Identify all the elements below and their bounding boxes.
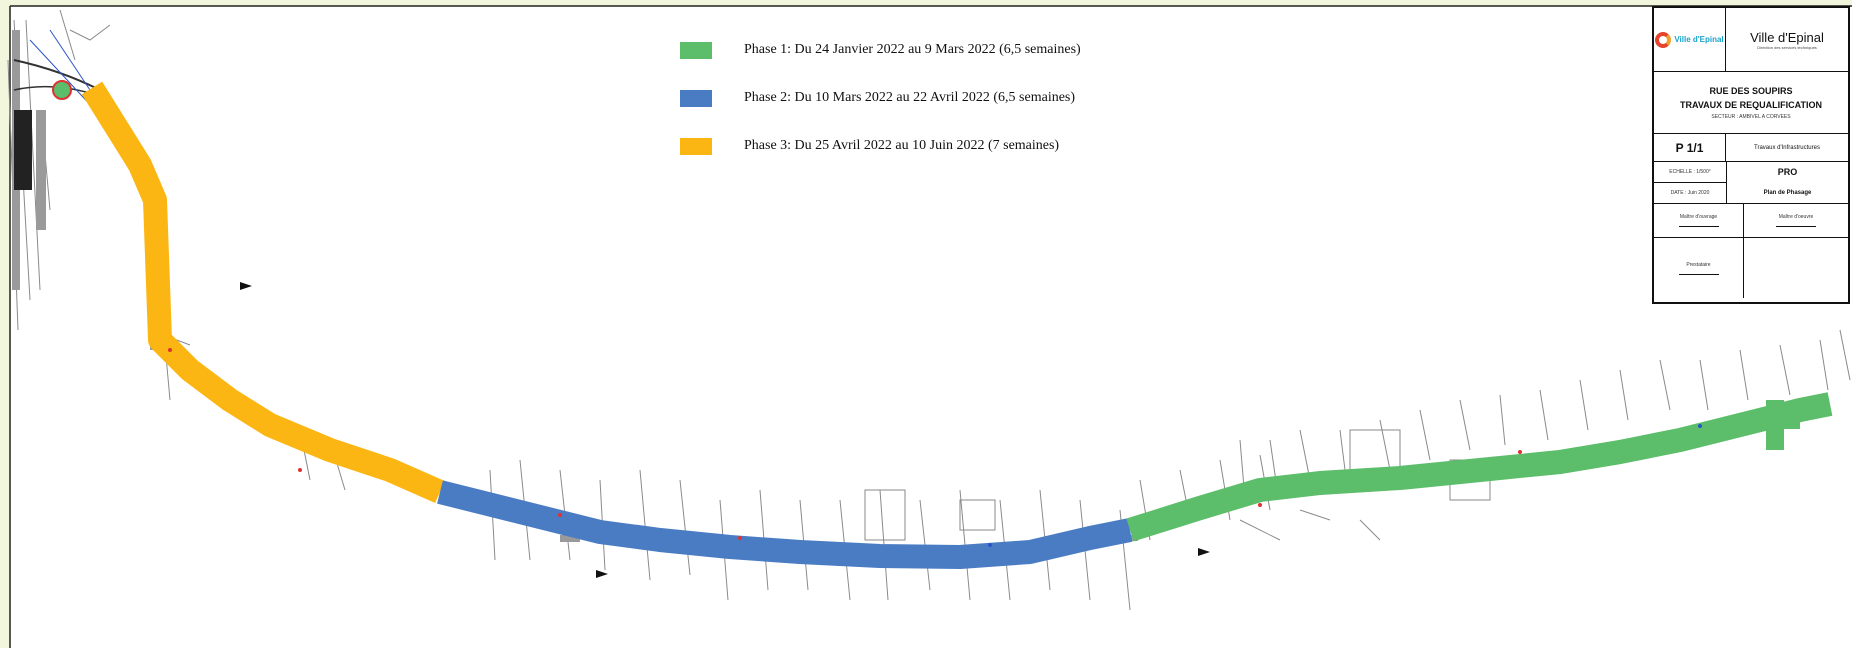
phase2-road-segment [437, 480, 1133, 569]
phase1-road-end [1760, 400, 1800, 450]
scale-date-cell: ECHELLE : 1/500° DATE : Juin 2020 [1654, 162, 1727, 203]
subject: Travaux d'Infrastructures [1754, 144, 1820, 151]
phase-code: PRO [1777, 167, 1798, 178]
page-number: P 1/1 [1675, 140, 1704, 155]
town-logo: Ville d'Epinal [1654, 8, 1726, 71]
signature-provider-label: Prestataire [1686, 261, 1711, 268]
phase3-road-segment [81, 81, 445, 503]
survey-points [168, 348, 1702, 547]
town-name-cell: Ville d'Epinal Direction des services te… [1726, 8, 1848, 71]
legend-label-phase3: Phase 3: Du 25 Avril 2022 au 10 Juin 202… [744, 138, 1060, 153]
direction-markers [240, 282, 1210, 578]
signature-provider-line [1678, 273, 1719, 275]
page-margin [0, 0, 10, 648]
town-name: Ville d'Epinal [1750, 29, 1824, 45]
legend-label-phase1: Phase 1: Du 24 Janvier 2022 au 9 Mars 20… [744, 42, 1081, 57]
plan-title: Plan de Phasage [1763, 189, 1812, 196]
town-subtitle: Direction des services techniques [1757, 44, 1817, 50]
logo-text: Ville d'Epinal [1674, 34, 1724, 44]
title-block-header: Ville d'Epinal Ville d'Epinal Direction … [1654, 8, 1848, 72]
subject-cell: Travaux d'Infrastructures [1726, 134, 1848, 161]
scale: ECHELLE : 1/500° [1669, 169, 1711, 175]
legend: Phase 1: Du 24 Janvier 2022 au 9 Mars 20… [680, 38, 1081, 182]
date-cell: DATE : Juin 2020 [1654, 183, 1726, 203]
signature-row-2: Prestataire [1654, 238, 1848, 298]
legend-swatch-phase2 [680, 89, 712, 107]
logo-icon [1655, 31, 1672, 48]
legend-swatch-phase1 [680, 41, 712, 59]
page-margin-top [0, 0, 1852, 6]
legend-item-phase1: Phase 1: Du 24 Janvier 2022 au 9 Mars 20… [680, 38, 1081, 62]
project-type: TRAVAUX DE REQUALIFICATION [1680, 99, 1822, 110]
signature-row-1: Maître d'ouvrage Maître d'oeuvre [1654, 204, 1848, 238]
signature-contractor: Maître d'oeuvre [1744, 204, 1848, 237]
signature-owner-line [1678, 226, 1719, 227]
title-block: Ville d'Epinal Ville d'Epinal Direction … [1652, 6, 1850, 304]
signature-owner: Maître d'ouvrage [1654, 204, 1744, 237]
phase1-road-segment [1126, 392, 1833, 542]
phase-code-cell: PRO [1727, 162, 1848, 183]
signature-provider: Prestataire [1654, 238, 1744, 298]
signature-contractor-label: Maître d'oeuvre [1778, 214, 1814, 220]
scale-cell: ECHELLE : 1/500° [1654, 162, 1726, 183]
signature-blank [1744, 238, 1848, 298]
project-title-block: RUE DES SOUPIRS TRAVAUX DE REQUALIFICATI… [1654, 72, 1848, 134]
scale-row: ECHELLE : 1/500° DATE : Juin 2020 PRO Pl… [1654, 162, 1848, 204]
plan-title-cell: Plan de Phasage [1727, 183, 1848, 204]
legend-item-phase3: Phase 3: Du 25 Avril 2022 au 10 Juin 202… [680, 134, 1081, 158]
project-name: RUE DES SOUPIRS [1709, 85, 1793, 96]
project-sector: SECTEUR : AMBIVEL A CORVEES [1711, 113, 1791, 120]
legend-label-phase2: Phase 2: Du 10 Mars 2022 au 22 Avril 202… [744, 90, 1076, 105]
page-number-cell: P 1/1 [1654, 134, 1726, 161]
legend-swatch-phase3 [680, 137, 712, 155]
signature-contractor-line [1776, 226, 1816, 227]
date: DATE : Juin 2020 [1670, 190, 1710, 196]
page-row: P 1/1 Travaux d'Infrastructures [1654, 134, 1848, 162]
phase-plan-cell: PRO Plan de Phasage [1727, 162, 1848, 203]
signature-owner-label: Maître d'ouvrage [1679, 214, 1718, 220]
legend-item-phase2: Phase 2: Du 10 Mars 2022 au 22 Avril 202… [680, 86, 1081, 110]
